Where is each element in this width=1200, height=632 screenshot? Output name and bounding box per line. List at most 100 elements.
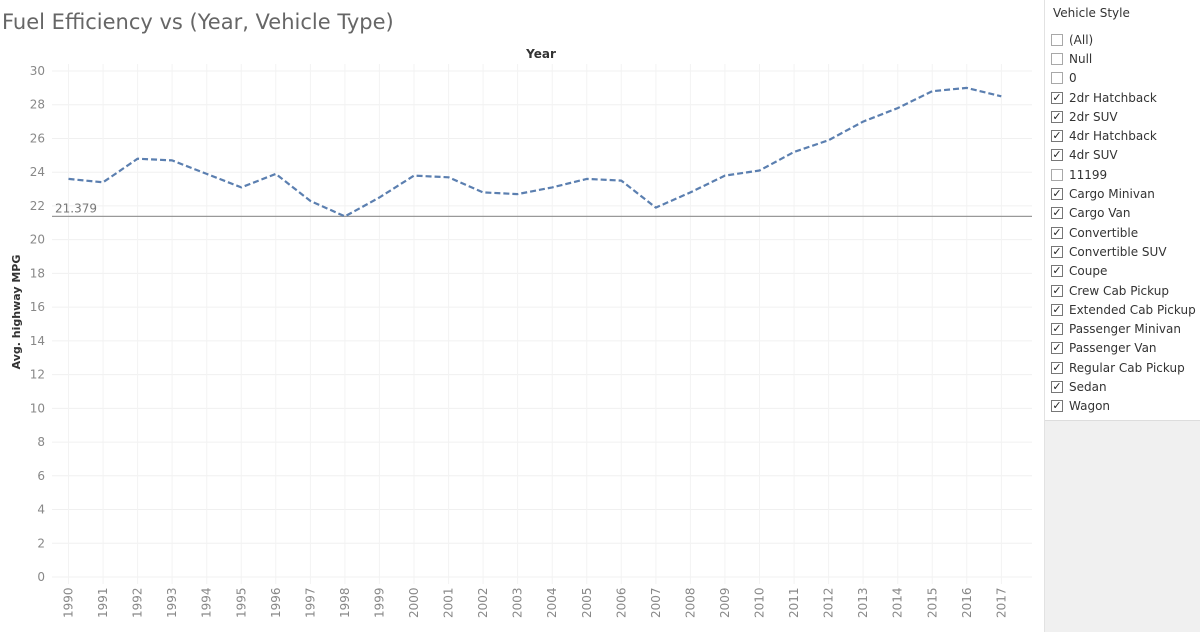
filter-item[interactable]: ✓ Passenger Van: [1051, 339, 1196, 358]
data-point: [688, 190, 693, 195]
checkbox-checked-icon[interactable]: ✓: [1051, 109, 1063, 123]
data-point: [826, 138, 831, 143]
x-tick-label: 2014: [891, 587, 905, 618]
filter-item-label: Convertible: [1069, 225, 1139, 240]
filter-item[interactable]: ✓ 2dr SUV: [1051, 107, 1196, 126]
checkbox-checked-icon[interactable]: ✓: [1051, 264, 1063, 278]
data-point: [308, 198, 313, 203]
x-tick-label: 2007: [649, 587, 663, 618]
checkbox-checked-icon[interactable]: ✓: [1051, 225, 1063, 239]
checkbox-unchecked-icon[interactable]: [1051, 33, 1063, 46]
x-tick-label: 1998: [338, 587, 352, 618]
filter-item[interactable]: ✓ Extended Cab Pickup: [1051, 300, 1196, 319]
checkbox-checked-icon[interactable]: ✓: [1051, 90, 1063, 104]
data-point: [619, 178, 624, 183]
x-tick-label: 2009: [718, 587, 732, 618]
data-point: [135, 156, 140, 161]
checkbox-checked-icon[interactable]: ✓: [1051, 148, 1063, 162]
checkbox-checked-icon[interactable]: ✓: [1051, 283, 1063, 297]
checkbox-unchecked-icon[interactable]: [1051, 72, 1063, 85]
filter-item-label: 4dr SUV: [1069, 148, 1118, 163]
y-tick-label: 10: [30, 401, 45, 415]
filter-item-label: 0: [1069, 71, 1077, 86]
filter-item[interactable]: ✓ 2dr Hatchback: [1051, 88, 1196, 107]
x-tick-label: 1999: [372, 587, 386, 618]
x-axis-ticks: 1990 1991 1992 1993 1994 1995 1996 1997 1998 1999…: [62, 587, 1009, 618]
checkbox-checked-icon[interactable]: ✓: [1051, 187, 1063, 201]
filter-item-label: 2dr SUV: [1069, 109, 1118, 124]
y-tick-label: 18: [30, 266, 45, 280]
series-line: [68, 86, 1002, 218]
checkbox-unchecked-icon[interactable]: [1051, 52, 1063, 65]
checkbox-checked-icon[interactable]: ✓: [1051, 399, 1063, 413]
y-tick-label: 16: [30, 300, 45, 314]
filter-list: (All) Null 0 ✓ 2dr Hatchback ✓ 2dr SUV ✓ 4dr Hat…: [1051, 30, 1196, 416]
data-point: [861, 119, 866, 124]
x-tick-label: 1995: [234, 587, 248, 618]
filter-item[interactable]: ✓ Passenger Minivan: [1051, 319, 1196, 338]
filter-item-label: Passenger Minivan: [1069, 322, 1181, 337]
data-point: [653, 205, 658, 210]
filter-item-label: Coupe: [1069, 264, 1108, 279]
chart-title: Fuel Efficiency vs (Year, Vehicle Type): [2, 10, 394, 34]
filter-title: Vehicle Style: [1053, 6, 1130, 20]
x-tick-label: 1992: [131, 587, 145, 618]
x-tick-label: 2004: [545, 587, 559, 618]
y-tick-label: 6: [37, 469, 45, 483]
x-tick-label: 2008: [683, 587, 697, 618]
data-point: [999, 94, 1004, 99]
data-point: [239, 185, 244, 190]
checkbox-checked-icon[interactable]: ✓: [1051, 302, 1063, 316]
checkbox-checked-icon[interactable]: ✓: [1051, 129, 1063, 143]
filter-item[interactable]: ✓ 4dr Hatchback: [1051, 126, 1196, 145]
data-point: [895, 106, 900, 111]
filter-item[interactable]: (All): [1051, 30, 1196, 49]
x-tick-label: 2010: [753, 587, 767, 618]
x-tick-label: 1991: [96, 587, 110, 618]
x-tick-label: 1997: [303, 587, 317, 618]
x-tick-label: 1994: [200, 587, 214, 618]
filter-item[interactable]: ✓ Cargo Van: [1051, 204, 1196, 223]
filter-item[interactable]: Null: [1051, 49, 1196, 68]
filter-item[interactable]: ✓ Cargo Minivan: [1051, 184, 1196, 203]
filter-item-label: Crew Cab Pickup: [1069, 283, 1169, 298]
filter-item[interactable]: ✓ 4dr SUV: [1051, 146, 1196, 165]
filter-item[interactable]: ✓ Coupe: [1051, 262, 1196, 281]
filter-item[interactable]: 0: [1051, 69, 1196, 88]
filter-item[interactable]: ✓ Regular Cab Pickup: [1051, 358, 1196, 377]
checkbox-checked-icon[interactable]: ✓: [1051, 244, 1063, 258]
x-tick-label: 2003: [511, 587, 525, 618]
x-tick-label: 2005: [580, 587, 594, 618]
filter-item[interactable]: ✓ Convertible: [1051, 223, 1196, 242]
filter-item[interactable]: 11199: [1051, 165, 1196, 184]
data-point: [377, 195, 382, 200]
x-tick-label: 1993: [165, 587, 179, 618]
y-tick-label: 30: [30, 64, 45, 78]
data-point: [550, 185, 555, 190]
data-point: [792, 149, 797, 154]
vehicle-style-filter: Vehicle Style (All) Null 0 ✓ 2dr Hatchback ✓ 2…: [1045, 0, 1200, 421]
filter-item[interactable]: ✓ Convertible SUV: [1051, 242, 1196, 261]
checkbox-unchecked-icon[interactable]: [1051, 168, 1063, 181]
filter-item[interactable]: ✓ Crew Cab Pickup: [1051, 281, 1196, 300]
filter-item[interactable]: ✓ Wagon: [1051, 397, 1196, 416]
data-point: [584, 176, 589, 181]
filter-item[interactable]: ✓ Sedan: [1051, 377, 1196, 396]
x-axis-label: Year: [525, 47, 556, 61]
filter-item-label: 4dr Hatchback: [1069, 129, 1157, 144]
checkbox-checked-icon[interactable]: ✓: [1051, 379, 1063, 393]
data-point: [515, 192, 520, 197]
x-tick-label: 2006: [614, 587, 628, 618]
checkbox-checked-icon[interactable]: ✓: [1051, 206, 1063, 220]
data-point: [412, 173, 417, 178]
y-tick-label: 2: [37, 536, 45, 550]
x-tick-label: 1990: [62, 587, 76, 618]
filter-item-label: Regular Cab Pickup: [1069, 360, 1185, 375]
checkbox-checked-icon[interactable]: ✓: [1051, 360, 1063, 374]
x-tick-label: 2011: [787, 587, 801, 618]
y-tick-label: 12: [30, 368, 45, 382]
checkbox-checked-icon[interactable]: ✓: [1051, 322, 1063, 336]
checkbox-checked-icon[interactable]: ✓: [1051, 341, 1063, 355]
filter-item-label: Sedan: [1069, 379, 1107, 394]
